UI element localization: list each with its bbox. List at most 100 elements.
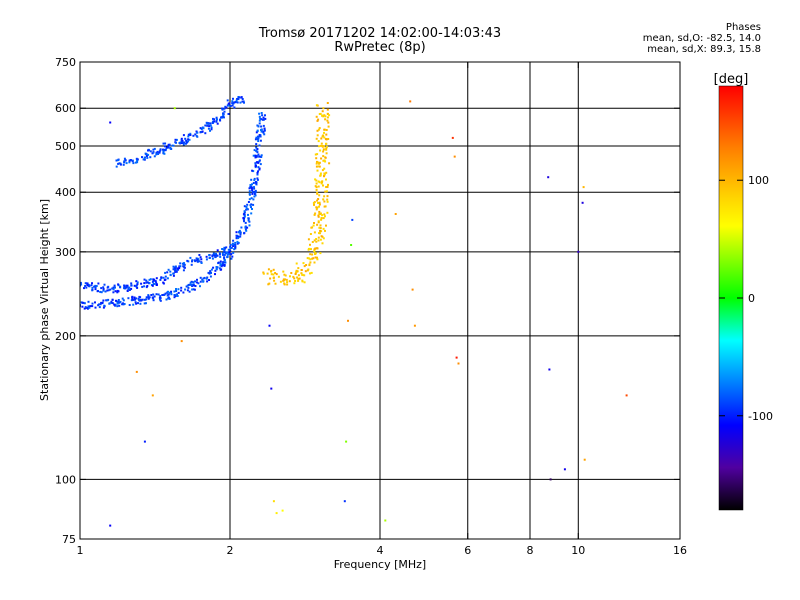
data-point — [223, 250, 226, 253]
data-point — [316, 256, 318, 259]
data-point — [318, 127, 321, 130]
data-point — [243, 101, 245, 104]
data-point — [134, 161, 137, 164]
data-point — [234, 244, 237, 246]
colorbar-tick-label: 100 — [748, 174, 769, 187]
data-point — [318, 181, 321, 184]
data-point — [183, 141, 186, 144]
data-point — [218, 253, 221, 256]
data-point — [244, 221, 247, 224]
data-point — [317, 128, 320, 131]
data-point — [102, 286, 105, 289]
data-point — [112, 288, 115, 291]
colorbar-tick-label: 0 — [748, 292, 755, 305]
data-point — [139, 298, 142, 301]
data-point — [159, 278, 162, 281]
data-point — [241, 98, 244, 100]
data-point — [325, 152, 328, 155]
data-point — [255, 146, 258, 149]
data-point — [158, 151, 161, 154]
x-tick-label: 16 — [673, 544, 687, 557]
data-point — [136, 159, 139, 162]
data-point — [123, 284, 126, 287]
data-point — [166, 294, 169, 297]
data-point — [130, 287, 133, 290]
data-point — [105, 299, 108, 302]
data-point — [229, 249, 232, 252]
data-point — [223, 264, 226, 266]
data-point — [154, 280, 157, 283]
data-point — [205, 121, 208, 124]
data-point — [326, 102, 329, 104]
data-point — [103, 283, 106, 286]
data-point — [221, 107, 224, 110]
data-point — [118, 162, 121, 165]
data-point — [269, 277, 272, 280]
data-point — [211, 257, 214, 260]
data-point — [195, 257, 198, 260]
data-point — [251, 169, 254, 172]
data-point — [229, 244, 232, 246]
data-point — [212, 121, 215, 124]
data-point — [323, 205, 326, 208]
data-point — [147, 297, 150, 300]
data-point — [318, 161, 321, 164]
data-point — [268, 324, 271, 327]
data-point — [293, 277, 296, 280]
data-point — [316, 258, 319, 261]
data-point — [308, 257, 310, 260]
data-point — [250, 206, 252, 209]
data-point — [582, 186, 585, 189]
data-point — [127, 288, 130, 291]
data-point — [205, 255, 208, 258]
data-point — [207, 127, 210, 130]
data-point — [323, 175, 325, 178]
data-point — [288, 280, 291, 283]
data-point — [123, 160, 126, 163]
data-point — [306, 257, 309, 260]
data-point — [314, 185, 317, 188]
data-point — [191, 260, 193, 263]
data-point — [94, 284, 97, 287]
data-point — [220, 265, 223, 268]
data-point — [108, 302, 111, 305]
data-point — [228, 102, 231, 105]
data-point — [187, 135, 190, 138]
data-point — [451, 136, 454, 139]
data-point — [312, 224, 315, 227]
data-point — [152, 293, 155, 296]
data-point — [181, 142, 183, 144]
data-point — [309, 233, 312, 235]
data-point — [322, 227, 325, 230]
data-point — [126, 290, 129, 292]
data-point — [310, 248, 312, 251]
data-point — [147, 153, 150, 156]
data-point — [180, 289, 183, 292]
data-point — [85, 286, 88, 289]
data-point — [232, 97, 234, 100]
data-point — [309, 272, 311, 275]
data-point — [325, 190, 328, 193]
data-point — [96, 290, 99, 293]
data-point — [177, 268, 180, 271]
data-point — [234, 101, 237, 104]
data-point — [311, 253, 314, 256]
data-point — [311, 226, 314, 229]
data-point — [131, 298, 134, 301]
data-point — [581, 201, 584, 204]
data-point — [245, 206, 248, 208]
data-point — [316, 247, 319, 250]
data-point — [232, 251, 235, 254]
data-point — [315, 157, 318, 160]
data-point — [302, 262, 305, 265]
data-point — [254, 166, 257, 169]
data-point — [316, 191, 319, 194]
data-point — [320, 137, 323, 140]
data-point — [125, 162, 128, 165]
data-point — [145, 286, 148, 289]
data-point — [262, 271, 265, 274]
data-point — [151, 280, 154, 283]
data-point — [115, 165, 118, 168]
data-point — [328, 114, 331, 117]
data-point — [272, 273, 275, 276]
